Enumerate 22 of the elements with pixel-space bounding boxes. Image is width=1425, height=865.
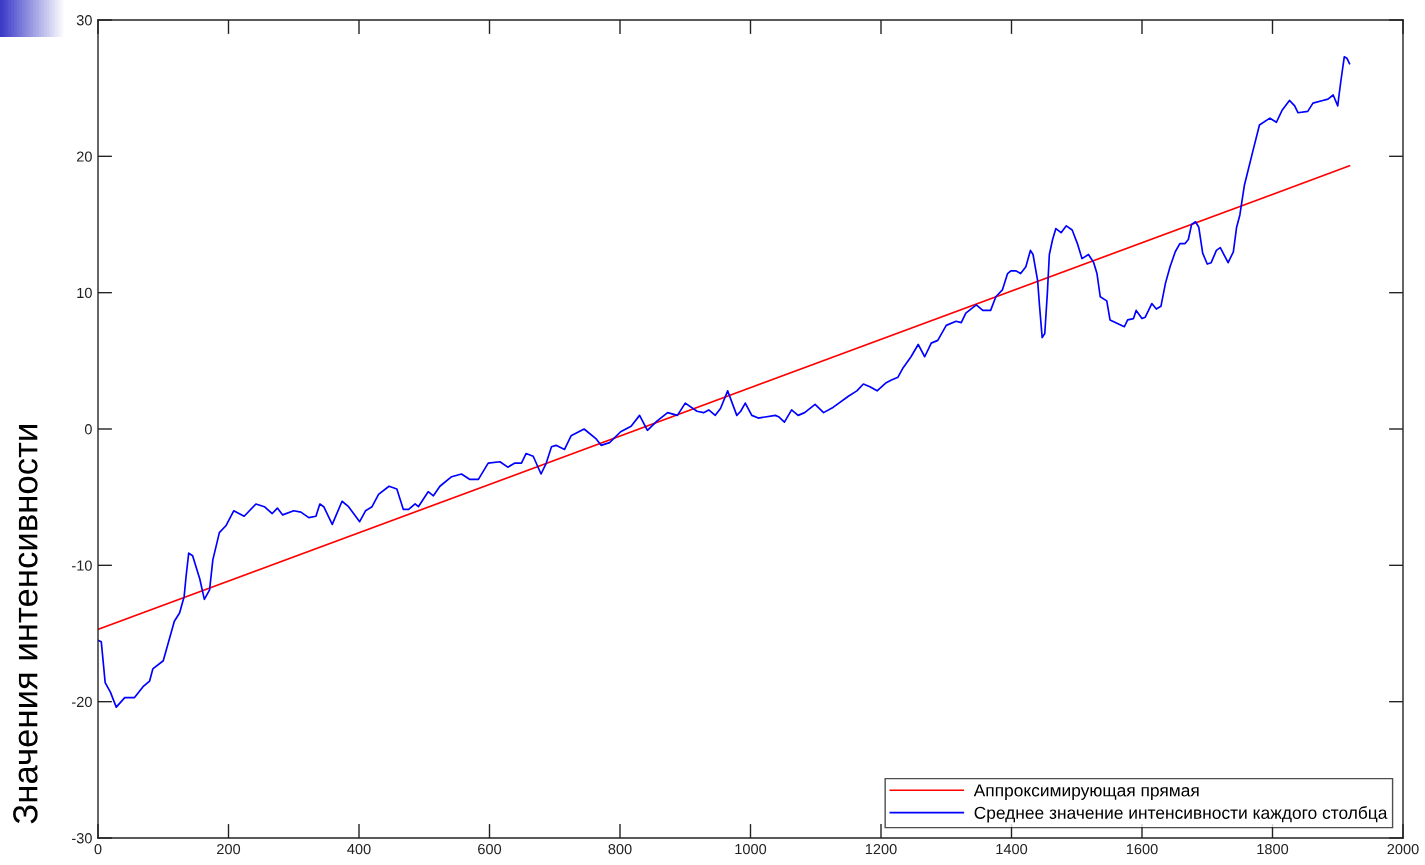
y-tick-label: 20	[76, 151, 92, 162]
x-tick-label: 1200	[865, 843, 897, 855]
x-tick-label: 400	[347, 843, 371, 855]
x-tick-label: 800	[608, 843, 632, 855]
legend-label: Среднее значение интенсивности каждого столбца	[974, 806, 1388, 823]
y-tick-label: 10	[77, 287, 92, 299]
y-tick-label: -10	[72, 560, 92, 571]
x-tick-label: 1000	[735, 843, 767, 855]
x-tick-label: 0	[94, 843, 102, 855]
y-tick-label: -30	[72, 833, 92, 844]
x-tick-label: 200	[217, 843, 241, 855]
x-tick-label: 1400	[996, 843, 1028, 855]
x-tick-label: 1600	[1126, 843, 1158, 855]
y-tick-label: 30	[76, 15, 92, 26]
y-tick-label: -20	[72, 696, 92, 708]
y-axis-title: Значения интенсивности	[13, 425, 38, 824]
x-tick-label: 1800	[1257, 843, 1289, 855]
x-tick-label: 2000	[1387, 843, 1419, 855]
x-tick-label: 600	[478, 843, 502, 855]
y-tick-label: 0	[84, 424, 92, 435]
legend-label: Аппроксимирующая прямая	[973, 784, 1199, 800]
line-series	[98, 55, 1351, 708]
